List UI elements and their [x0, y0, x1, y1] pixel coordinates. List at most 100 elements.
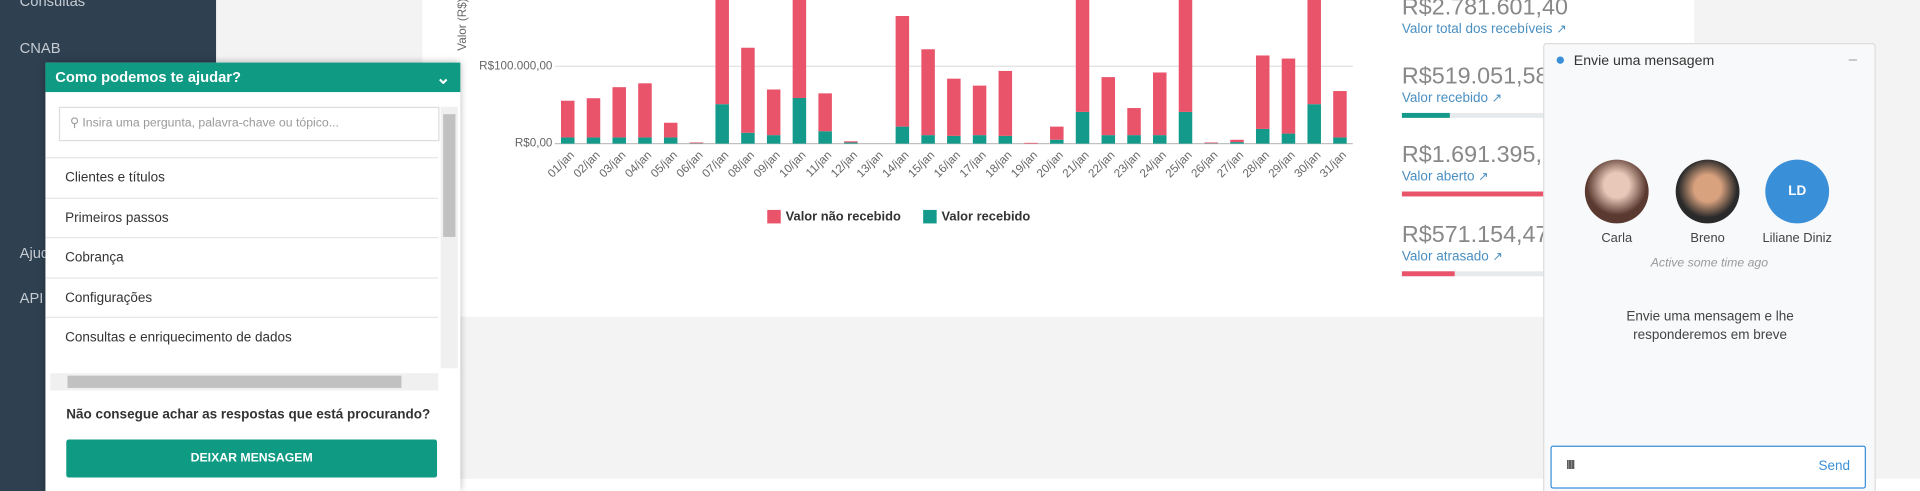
menu-item[interactable]: CNAB [20, 39, 61, 56]
x-tick-label: 12/jan [828, 149, 860, 181]
bar [1076, 112, 1090, 144]
help-widget: Como podemos te ajudar? ⌄ ⚲ Insira uma pe… [45, 63, 460, 491]
bar [896, 16, 910, 127]
message: Envie uma mensagem e lhe responderemos e… [1606, 308, 1815, 345]
bar [741, 133, 755, 144]
stat-value: R$571.154,47 [1402, 222, 1549, 249]
x-tick-label: 05/jan [648, 149, 680, 181]
bar [561, 101, 575, 138]
bar [973, 86, 987, 135]
x-tick-label: 31/jan [1317, 149, 1349, 181]
help-title: Como podemos te ajudar? [55, 69, 241, 86]
help-header[interactable]: Como podemos te ajudar? ⌄ [45, 63, 460, 92]
bar [793, 98, 807, 144]
bar [947, 79, 961, 136]
topic[interactable]: Clientes e títulos [45, 157, 438, 198]
x-tick-label: 25/jan [1163, 149, 1195, 181]
bar [818, 131, 832, 143]
topic[interactable]: Primeiros passos [45, 197, 438, 238]
chevron[interactable]: ⌄ [436, 63, 450, 92]
bar [638, 83, 652, 137]
bar [664, 123, 678, 138]
bar [638, 137, 652, 143]
x-tick-label: 19/jan [1009, 149, 1041, 181]
scrollbar[interactable] [441, 107, 458, 368]
agent-name: Carla [1568, 231, 1666, 246]
bar [715, 0, 729, 104]
bar [999, 71, 1013, 136]
x-tick-label: 26/jan [1189, 149, 1221, 181]
bar [896, 127, 910, 144]
chat-input[interactable]: lllll Send [1550, 446, 1865, 489]
search-box[interactable]: ⚲ Insira uma pergunta, palavra-chave ou … [59, 107, 440, 141]
x-tick-label: 30/jan [1292, 149, 1324, 181]
button[interactable]: DEIXAR MENSAGEM [66, 439, 437, 477]
x-tick-label: 27/jan [1215, 149, 1247, 181]
x-tick-label: 23/jan [1112, 149, 1144, 181]
status: Active some time ago [1544, 257, 1874, 271]
bar [844, 141, 858, 142]
status-dot [1557, 56, 1564, 63]
avatar: LD [1765, 160, 1829, 224]
avatar [1585, 160, 1649, 224]
topic[interactable]: Configurações [45, 277, 438, 318]
link-icon: ↗ [1478, 171, 1488, 185]
help-prompt: Não consegue achar as respostas que está… [66, 408, 430, 423]
bar [1204, 142, 1218, 143]
link-icon: ↗ [1492, 92, 1502, 106]
menu-item[interactable]: Consultas [20, 0, 86, 10]
x-tick-label: 29/jan [1266, 149, 1298, 181]
bar [1179, 0, 1193, 112]
x-tick-label: 16/jan [931, 149, 963, 181]
legend-swatch [767, 210, 781, 224]
stat-link[interactable]: Valor total dos recebíveis↗ [1402, 22, 1567, 37]
bar [1127, 135, 1141, 144]
stat-link[interactable]: Valor aberto↗ [1402, 169, 1489, 184]
bar [1050, 140, 1064, 144]
stat-link[interactable]: Valor atrasado↗ [1402, 249, 1503, 264]
bar [587, 98, 601, 137]
x-tick-label: 22/jan [1086, 149, 1118, 181]
axis-title: Valor (R$) [456, 0, 469, 51]
bar [1282, 134, 1296, 144]
bar [1256, 129, 1270, 144]
bar [973, 135, 987, 144]
x-tick-label: 07/jan [700, 149, 732, 181]
topic[interactable]: Cobrança [45, 237, 438, 278]
send-button[interactable]: Send [1818, 459, 1850, 474]
bar [1076, 0, 1090, 112]
x-tick-label: 15/jan [906, 149, 938, 181]
bar [999, 136, 1013, 144]
bar [1127, 108, 1141, 135]
legend-label: Valor não recebido [786, 209, 901, 224]
x-tick-label: 24/jan [1137, 149, 1169, 181]
bar [1307, 104, 1321, 143]
bar [1333, 137, 1347, 143]
stat-value: R$1.691.395, [1402, 142, 1542, 169]
progress-bar [1402, 113, 1450, 118]
x-tick-label: 10/jan [777, 149, 809, 181]
x-tick-label: 08/jan [725, 149, 757, 181]
x-tick-label: 04/jan [623, 149, 655, 181]
progress-bar [1402, 192, 1557, 197]
x-tick-label: 20/jan [1034, 149, 1066, 181]
scrollbar[interactable] [50, 373, 438, 390]
bar [921, 49, 935, 135]
x-tick-label: 21/jan [1060, 149, 1092, 181]
stat-link[interactable]: Valor recebido↗ [1402, 91, 1502, 106]
menu-item[interactable]: API [20, 290, 44, 307]
topic[interactable]: Consultas e enriquecimento de dados [45, 317, 438, 358]
x-tick-label: 09/jan [751, 149, 783, 181]
bar [561, 137, 575, 143]
bar [767, 89, 781, 135]
minimize[interactable]: – [1849, 50, 1857, 67]
bar [1282, 59, 1296, 134]
x-tick-label: 03/jan [597, 149, 629, 181]
bar [1153, 72, 1167, 135]
bar [1230, 140, 1244, 142]
stat-value: R$2.781.601,40 [1402, 0, 1568, 22]
bar [1153, 135, 1167, 144]
bar [690, 142, 704, 143]
bar [767, 135, 781, 144]
chat-widget: Envie uma mensagem – LD Carla Breno Lili… [1543, 43, 1876, 491]
